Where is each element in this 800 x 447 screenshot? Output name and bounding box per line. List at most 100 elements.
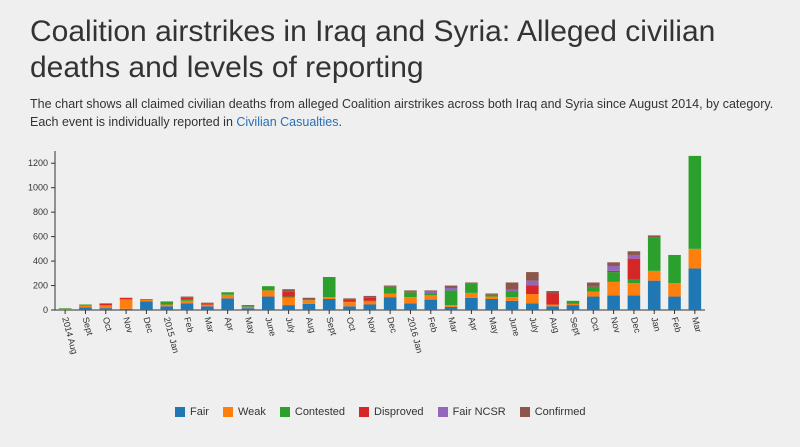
bar-segment-disproved (546, 293, 559, 305)
bar-segment-confirmed (485, 293, 499, 295)
bar-segment-weak (180, 300, 194, 304)
bar-segment-fair (586, 296, 600, 310)
bar-segment-fair (221, 298, 234, 310)
legend-label: Confirmed (534, 406, 586, 418)
bar-segment-weak (586, 291, 600, 297)
bar-segment-contested (58, 308, 72, 309)
bar-segment-weak (302, 300, 316, 304)
bar-segment-contested (607, 272, 620, 282)
x-tick-label: July (284, 316, 298, 335)
x-tick-label: 2016 Jan (406, 316, 425, 354)
bar-segment-fair (99, 308, 113, 310)
legend-swatch (279, 407, 290, 417)
bar-segment-contested (668, 254, 681, 284)
x-tick-label: June (263, 316, 278, 337)
bar-segment-weak (363, 301, 377, 305)
bar-segment-contested (261, 286, 275, 291)
bar-segment-fair (485, 298, 499, 310)
x-tick-label: Aug (548, 316, 562, 334)
bar-segment-weak (485, 296, 499, 299)
legend-item: Contested (279, 406, 345, 418)
legend-item: Fair NCSR (437, 406, 506, 418)
x-tick-label: Mar (202, 316, 216, 334)
bar-segment-fair (140, 301, 153, 310)
bar-segment-weak (140, 299, 153, 302)
bar-segment-fair (668, 296, 681, 310)
y-tick-label: 0 (43, 305, 48, 315)
bar-segment-fair (465, 297, 478, 310)
civilian-casualties-link[interactable]: Civilian Casualties (236, 115, 339, 129)
bar-segment-weak (322, 297, 336, 299)
bar-segment-confirmed (444, 285, 458, 288)
bar-segment-disproved (343, 299, 356, 302)
bar-segment-weak (241, 306, 255, 309)
bar-segment-weak (607, 281, 620, 296)
bar-segment-confirmed (424, 290, 438, 292)
bar-segment-confirmed (383, 285, 397, 287)
bar-segment-weak (647, 270, 661, 281)
bar-segment-confirmed (99, 303, 113, 304)
bar-segment-fair (424, 299, 438, 310)
bar-segment-disproved (607, 270, 620, 273)
x-tick-label: Dec (629, 316, 643, 335)
bar-segment-weak (404, 297, 417, 304)
x-tick-label: Jan (649, 316, 662, 333)
legend-item: Disproved (359, 406, 424, 418)
bar-segment-contested (404, 292, 417, 298)
bar-segment-confirmed (343, 298, 356, 300)
bar-segment-fair (343, 306, 356, 310)
x-tick-label: Mar (446, 316, 460, 334)
bar-segment-contested (586, 286, 600, 292)
bar-segment-contested (241, 306, 255, 307)
bar-segment-confirmed (627, 251, 641, 255)
y-tick-label: 400 (33, 256, 48, 266)
bar-segment-contested (180, 298, 194, 301)
bar-segment-confirmed (322, 276, 336, 278)
chart-description: The chart shows all claimed civilian dea… (30, 95, 790, 131)
bar-segment-confirmed (302, 297, 316, 299)
x-tick-label: Dec (141, 316, 155, 335)
bar-segment-confirmed (140, 298, 153, 300)
bar-segment-disproved (526, 285, 539, 295)
bar-segment-weak (424, 295, 438, 300)
bar-segment-contested (221, 292, 234, 295)
legend-label: Fair NCSR (452, 406, 506, 418)
bar-segment-weak (99, 305, 113, 309)
legend-item: Fair (175, 406, 209, 418)
x-tick-label: July (527, 316, 541, 335)
bar-segment-confirmed (201, 302, 214, 304)
legend-label: Weak (237, 406, 266, 418)
x-tick-label: Feb (426, 316, 440, 334)
x-tick-label: Mar (690, 316, 704, 334)
bar-segment-fair (505, 300, 519, 310)
chart-title: Coalition airstrikes in Iraq and Syria: … (30, 15, 716, 84)
bar-segment-contested (302, 298, 316, 301)
bar-segment-weak (688, 248, 702, 269)
legend-swatch (359, 407, 370, 417)
bar-segment-contested (322, 277, 336, 298)
bar-segment-fair (282, 305, 295, 310)
bar-segment-disproved (404, 291, 417, 293)
bar-segment-fair-ncsr (526, 280, 539, 286)
bar-segment-weak (201, 304, 214, 307)
bar-segment-weak (668, 283, 681, 297)
legend-swatch (437, 407, 448, 417)
bar-segment-disproved (363, 297, 377, 301)
bar-segment-fair (526, 303, 539, 310)
x-tick-label: Oct (345, 316, 358, 333)
bar-segment-contested (119, 298, 133, 300)
bar-segment-contested (383, 286, 397, 294)
x-tick-label: Oct (101, 316, 114, 333)
bar-segment-contested (566, 300, 580, 304)
bar-segment-weak (79, 305, 92, 308)
x-tick-label: Aug (304, 316, 318, 334)
bar-segment-fair-ncsr (424, 291, 438, 294)
bar-segment-contested (363, 300, 377, 302)
bar-segment-fair (444, 306, 458, 310)
bar-segment-fair (688, 268, 702, 310)
bar-segment-weak (526, 294, 539, 304)
bar-segment-fair (566, 305, 580, 310)
bar-segment-weak (383, 293, 397, 298)
legend-label: Disproved (374, 406, 424, 418)
bar-segment-confirmed (586, 282, 600, 287)
